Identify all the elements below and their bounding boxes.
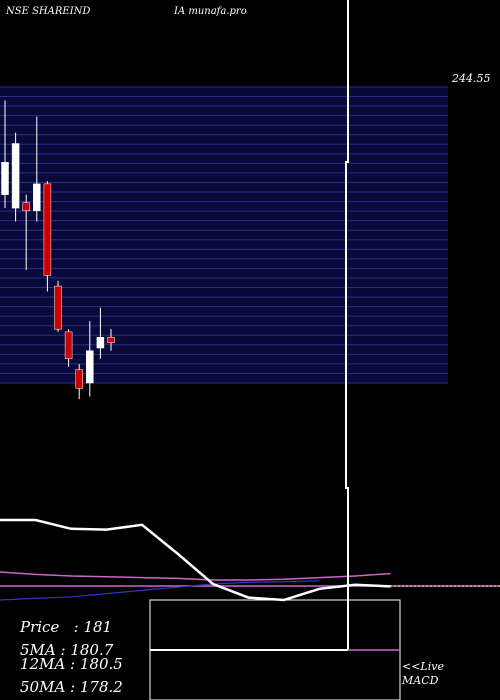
candle-body bbox=[64, 331, 73, 360]
candles bbox=[1, 100, 115, 400]
indicator-panel bbox=[0, 518, 500, 602]
candle-body bbox=[22, 202, 30, 212]
stat-price: Price : 181 bbox=[20, 618, 113, 636]
indicator-white-line bbox=[0, 518, 391, 602]
grid-background bbox=[0, 87, 448, 383]
candle-body bbox=[86, 350, 94, 384]
header-site: IA munafa.pro bbox=[174, 6, 247, 17]
live-link[interactable]: <<Live bbox=[402, 660, 444, 673]
candle-body bbox=[33, 183, 41, 212]
price-grid bbox=[0, 86, 448, 384]
stat-5ma: 5MA : 180.7 bbox=[20, 641, 114, 659]
candle-body bbox=[1, 162, 9, 195]
indicator-blue-line bbox=[0, 580, 320, 601]
candle-body bbox=[11, 143, 20, 209]
price-label-top: 244.55 bbox=[451, 72, 491, 85]
stat-50ma: 50MA : 178.2 bbox=[20, 678, 123, 696]
overlay-lines bbox=[149, 0, 401, 700]
candle-body bbox=[96, 337, 105, 349]
indicator-purple-line bbox=[0, 571, 391, 581]
cursor-line bbox=[345, 0, 349, 650]
macd-link[interactable]: MACD bbox=[402, 674, 439, 687]
candle-body bbox=[43, 183, 52, 276]
candle-body bbox=[54, 285, 62, 330]
stat-12ma: 12MA : 180.5 bbox=[20, 655, 123, 673]
candle-body bbox=[107, 337, 115, 343]
header-symbol: NSE SHAREIND bbox=[6, 6, 91, 17]
candle-body bbox=[75, 369, 83, 389]
price-labels: 244.55 bbox=[451, 72, 491, 85]
